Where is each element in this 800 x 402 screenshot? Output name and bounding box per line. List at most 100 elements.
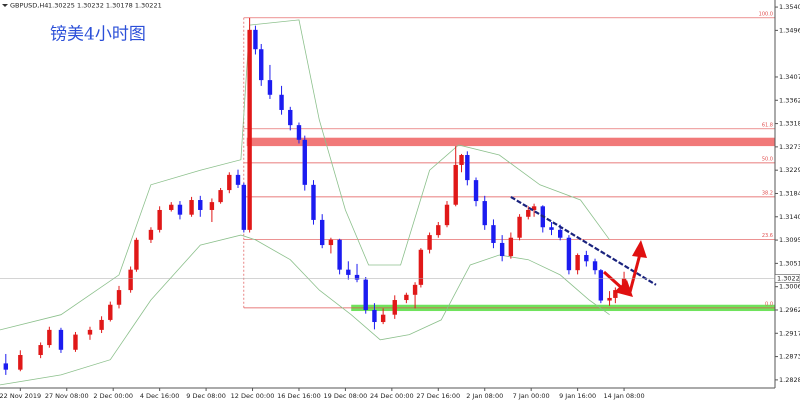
candle-body bbox=[209, 202, 215, 210]
symbol: GBPUSD,H4 bbox=[10, 2, 48, 10]
candle-body bbox=[134, 239, 139, 270]
chart-title: 镑美4小时图 bbox=[50, 25, 146, 45]
last-price-box bbox=[774, 274, 800, 283]
plot-area: 100.0 61.8 50.0 38.2 23.6 0.0 bbox=[0, 11, 775, 386]
arrow-head bbox=[614, 280, 633, 297]
candle-body bbox=[392, 300, 397, 315]
candle-body bbox=[128, 269, 133, 291]
candle-body bbox=[584, 255, 589, 262]
y-tick-label: 1.29175 bbox=[779, 329, 800, 337]
candle-body bbox=[253, 29, 258, 50]
x-tick-label: 4 Dec 16:00 bbox=[140, 392, 180, 400]
y-tick-label: 1.29620 bbox=[779, 306, 800, 314]
candle-body bbox=[38, 345, 43, 356]
candle-body bbox=[607, 297, 612, 301]
candle-body bbox=[404, 294, 409, 301]
header-icon bbox=[2, 4, 8, 7]
candle-body bbox=[189, 200, 194, 215]
x-tick-label: 2 Jan 08:00 bbox=[466, 392, 503, 400]
x-tick-label: 7 Jan 00:00 bbox=[513, 392, 550, 400]
x-tick-label: 16 Dec 16:00 bbox=[277, 392, 321, 400]
arrow-head bbox=[632, 240, 647, 258]
fib-label: 23.6 bbox=[762, 233, 773, 239]
candle-body bbox=[116, 290, 122, 305]
y-tick-label: 1.31845 bbox=[779, 189, 800, 197]
candle-body bbox=[354, 274, 360, 280]
candle-body bbox=[247, 29, 252, 230]
candle-body bbox=[241, 184, 247, 230]
candle-body bbox=[549, 227, 554, 230]
candle-body bbox=[18, 355, 23, 370]
y-tick-label: 1.30065 bbox=[779, 283, 800, 291]
candle-body bbox=[157, 209, 162, 230]
candle-body bbox=[459, 154, 464, 165]
candle-body bbox=[346, 269, 351, 275]
x-tick-label: 19 Dec 08:00 bbox=[324, 392, 368, 400]
candle-body bbox=[427, 235, 432, 250]
candle-body bbox=[87, 329, 93, 335]
arrow-up bbox=[628, 253, 642, 293]
x-tick-label: 27 Nov 08:00 bbox=[45, 392, 89, 400]
last-price-label: 1.30221 bbox=[777, 275, 800, 283]
fib-label: 61.8 bbox=[762, 122, 773, 128]
x-tick-label: 24 Dec 00:00 bbox=[370, 392, 414, 400]
candle-body bbox=[372, 309, 377, 323]
candle-body bbox=[235, 174, 241, 185]
candle-body bbox=[412, 284, 418, 295]
candle-body bbox=[311, 184, 316, 220]
x-tick-label: 9 Dec 08:00 bbox=[186, 392, 226, 400]
y-tick-label: 1.30955 bbox=[779, 236, 800, 244]
y-tick-label: 1.33625 bbox=[779, 96, 800, 104]
candle-body bbox=[148, 229, 154, 240]
y-tick-label: 1.3496 bbox=[779, 26, 800, 34]
y-tick-label: 1.28730 bbox=[779, 353, 800, 361]
candle-body bbox=[227, 174, 232, 191]
candle-body bbox=[288, 109, 293, 126]
bollinger-band bbox=[0, 19, 610, 331]
candle-body bbox=[508, 237, 514, 257]
candle-body bbox=[482, 201, 487, 226]
candle-body bbox=[198, 200, 203, 210]
x-tick-label: 12 Dec 00:00 bbox=[231, 392, 275, 400]
candle-body bbox=[592, 261, 598, 271]
candle-body bbox=[328, 239, 334, 246]
y-tick-label: 1.34070 bbox=[779, 73, 800, 81]
y-tick-label: 1.30510 bbox=[779, 259, 800, 267]
candle-body bbox=[465, 154, 470, 181]
candle-body bbox=[108, 304, 113, 320]
x-tick-label: 27 Dec 16:00 bbox=[416, 392, 460, 400]
candle-body bbox=[575, 255, 580, 271]
candle-body bbox=[363, 279, 368, 310]
fib-label: 38.2 bbox=[762, 190, 773, 196]
x-tick-label: 9 Jan 16:00 bbox=[559, 392, 596, 400]
candle-body bbox=[436, 225, 441, 236]
candle-body bbox=[453, 164, 458, 205]
candle-body bbox=[259, 49, 264, 81]
candle-body bbox=[444, 204, 450, 226]
x-tick-label: 22 Nov 2019 bbox=[0, 392, 41, 400]
candle-body bbox=[47, 329, 52, 346]
candle-body bbox=[279, 94, 284, 110]
candle-body bbox=[99, 319, 104, 330]
candle-body bbox=[613, 290, 618, 298]
y-tick-label: 1.31400 bbox=[779, 213, 800, 221]
candle-body bbox=[3, 363, 9, 370]
candle-body bbox=[73, 334, 78, 350]
fib-label: 100.0 bbox=[759, 11, 773, 17]
candle-body bbox=[380, 314, 386, 323]
candle-body bbox=[491, 225, 496, 243]
candle-body bbox=[526, 209, 531, 217]
candle-body bbox=[598, 270, 604, 301]
y-tick-label: 1.33180 bbox=[779, 120, 800, 128]
x-tick-label: 2 Dec 00:00 bbox=[93, 392, 133, 400]
candle-body bbox=[558, 229, 563, 238]
candle-body bbox=[218, 190, 223, 203]
candle-body bbox=[531, 206, 537, 210]
candle-body bbox=[296, 125, 302, 140]
candle-body bbox=[302, 139, 307, 185]
candle-body bbox=[337, 239, 342, 270]
candle-body bbox=[517, 216, 522, 238]
bollinger-band bbox=[0, 234, 610, 386]
